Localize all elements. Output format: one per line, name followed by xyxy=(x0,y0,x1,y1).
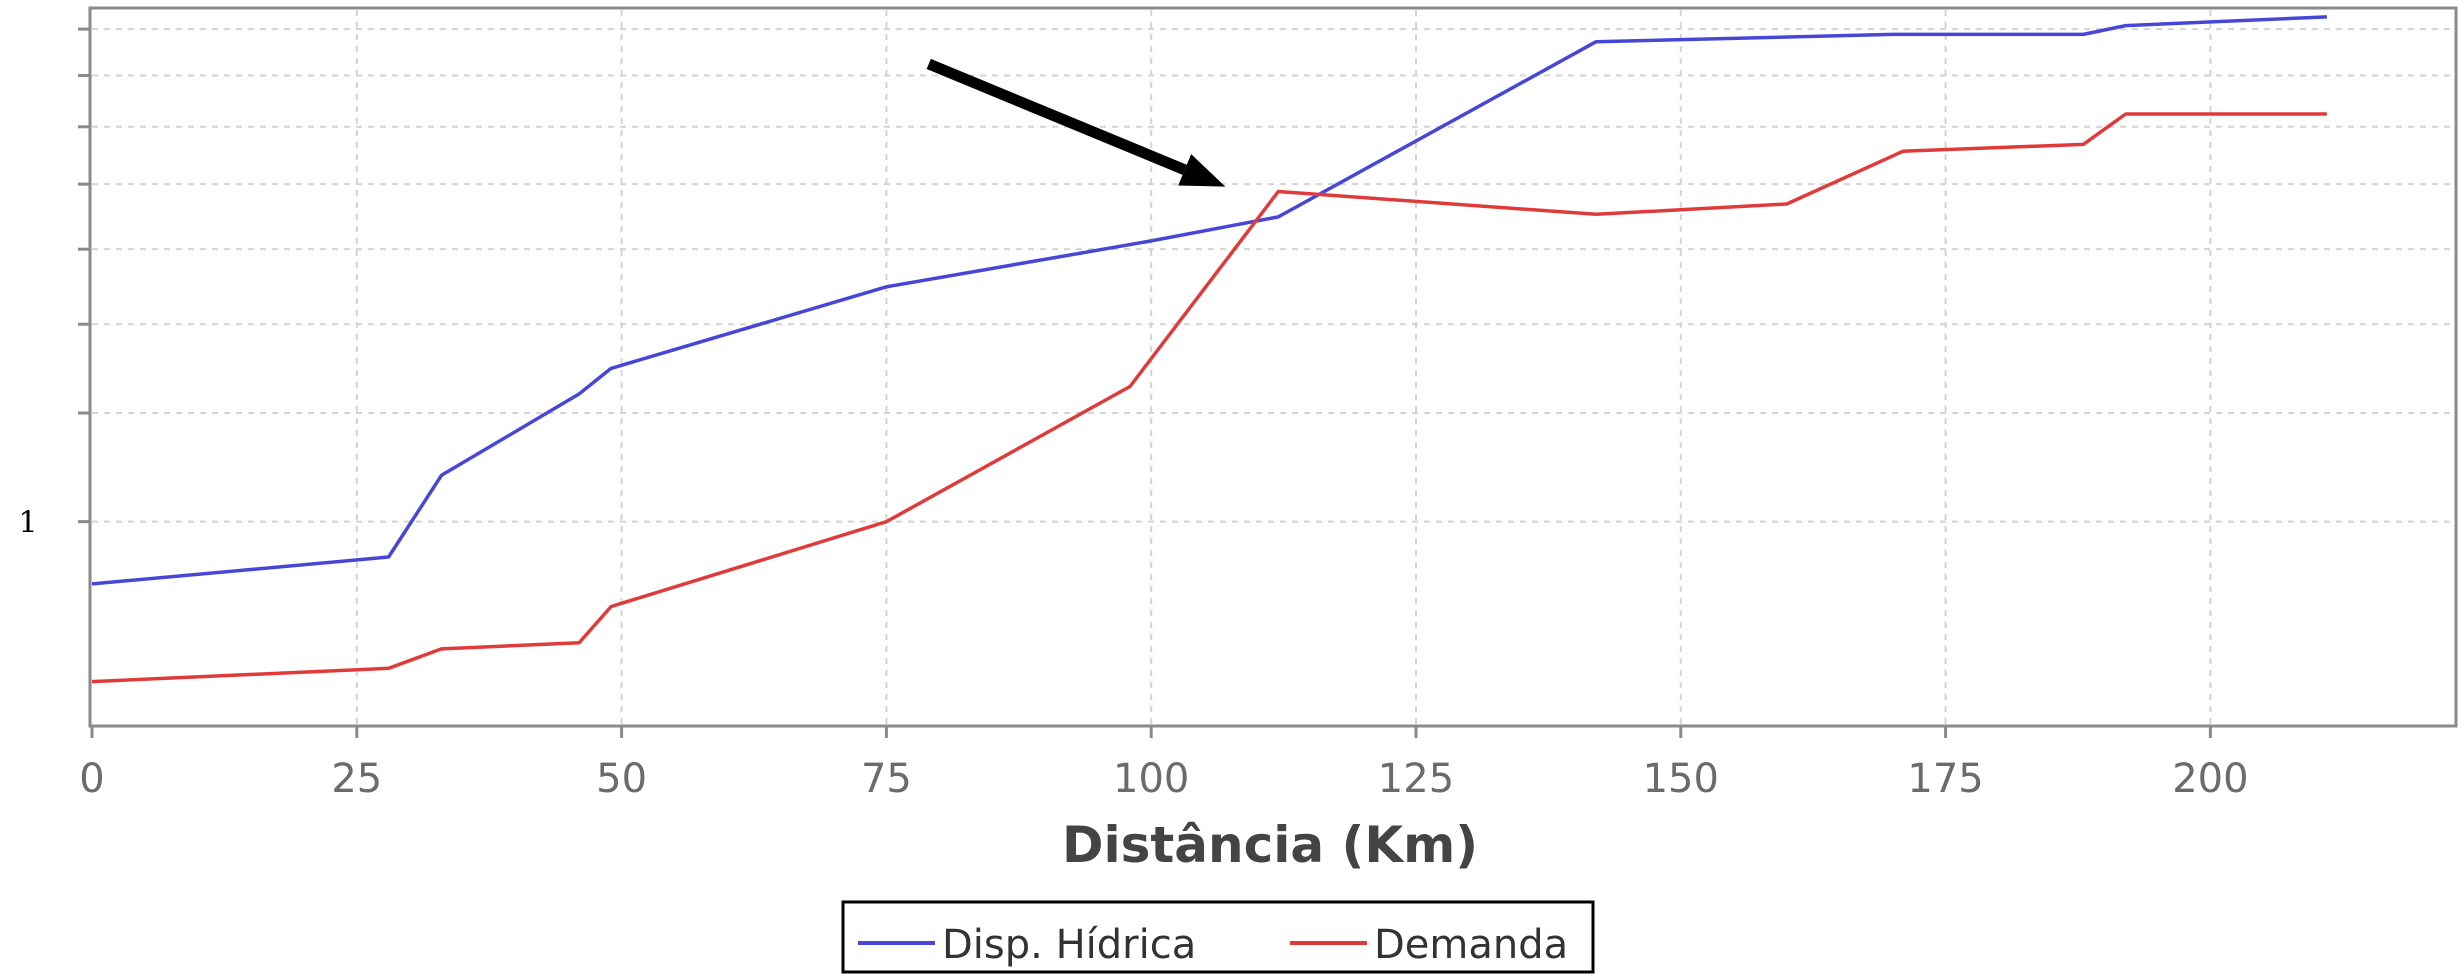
legend-label-demanda: Demanda xyxy=(1374,922,1568,968)
x-tick-label-1: 25 xyxy=(331,756,382,802)
annotation-arrow-head xyxy=(1178,154,1226,187)
series-line-demanda xyxy=(91,112,2327,684)
annotations xyxy=(926,58,1226,187)
plot-frame xyxy=(88,6,2458,728)
x-tick-label-8: 200 xyxy=(2172,756,2248,802)
x-tick-label-2: 50 xyxy=(596,756,647,802)
y-axis-ticks: 1 xyxy=(18,27,90,541)
legend[interactable]: Disp. Hídrica Demanda xyxy=(841,900,1595,974)
legend-label-disp-hidrica: Disp. Hídrica xyxy=(942,922,1196,968)
x-tick-label-0: 0 xyxy=(79,756,104,802)
grid xyxy=(92,10,2454,724)
x-tick-label-5: 125 xyxy=(1378,756,1454,802)
x-tick-label-3: 75 xyxy=(861,756,912,802)
annotation-arrow-shaft xyxy=(926,58,1187,175)
legend-box xyxy=(841,900,1595,974)
series-lines xyxy=(91,15,2327,684)
plot-background xyxy=(90,8,2456,726)
y-tick-label-0: 1 xyxy=(18,506,37,541)
x-tick-label-7: 175 xyxy=(1907,756,1983,802)
x-axis-title: Distância (Km) xyxy=(1062,816,1478,874)
x-axis-ticks: 0 25 50 75 100 125 150 175 200 xyxy=(79,726,2249,802)
x-tick-label-6: 150 xyxy=(1643,756,1719,802)
series-line-disp-hidrica xyxy=(91,15,2327,586)
x-tick-label-4: 100 xyxy=(1113,756,1189,802)
